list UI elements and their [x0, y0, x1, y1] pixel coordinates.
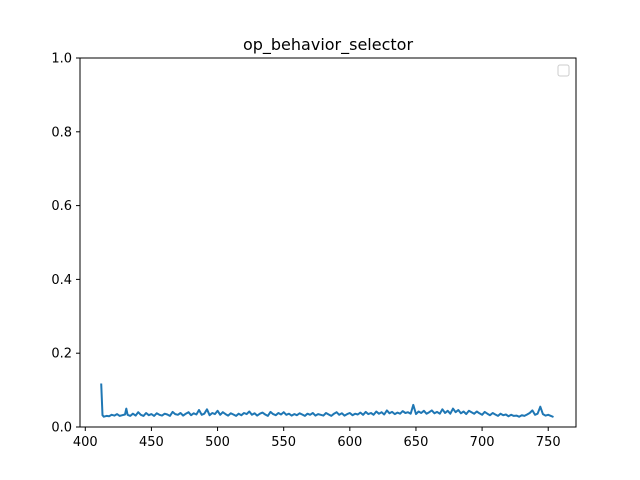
- x-tick-label: 700: [470, 435, 495, 450]
- y-tick-label: 0.4: [51, 273, 72, 288]
- series-line: [100, 383, 554, 418]
- y-tick-label: 0.8: [51, 125, 72, 140]
- x-axis: 400 450 500 550 600 650 700 750: [73, 427, 561, 450]
- y-tick-label: 0.2: [51, 347, 72, 362]
- axes-frame: [79, 57, 577, 428]
- y-axis: 0.0 0.2 0.4 0.6 0.8 1.0: [51, 52, 80, 436]
- chart-title: op_behavior_selector: [243, 35, 414, 55]
- legend-box: [557, 64, 570, 77]
- x-tick-label: 450: [139, 435, 164, 450]
- x-tick-label: 500: [205, 435, 230, 450]
- x-tick-label: 550: [271, 435, 296, 450]
- x-tick-label: 400: [73, 435, 98, 450]
- x-tick-label: 650: [404, 435, 429, 450]
- plot-area: [100, 383, 554, 418]
- y-tick-label: 0.0: [51, 421, 72, 436]
- y-tick-label: 1.0: [51, 52, 72, 67]
- y-tick-label: 0.6: [51, 199, 72, 214]
- x-tick-label: 750: [536, 435, 561, 450]
- x-tick-label: 600: [337, 435, 362, 450]
